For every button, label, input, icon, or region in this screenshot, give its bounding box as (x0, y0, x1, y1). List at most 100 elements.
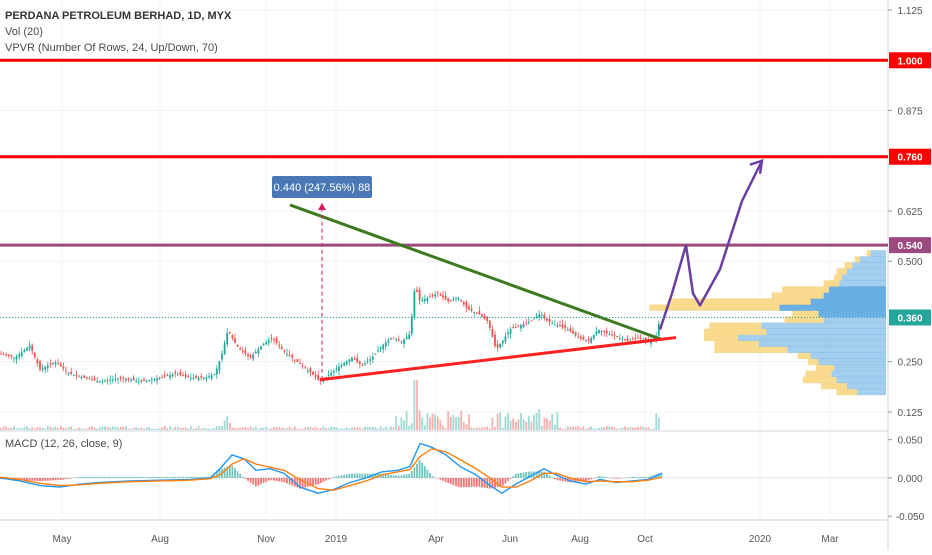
candle-body-96 (250, 356, 252, 358)
volume-bar-205 (533, 415, 535, 430)
vp-up-3 (831, 371, 886, 377)
volume-bar-148 (385, 427, 387, 430)
candle-body-246 (640, 338, 642, 339)
candle-body-112 (291, 355, 293, 358)
candle-body-9 (24, 350, 26, 352)
macd-hist-31 (81, 477, 83, 478)
volume-bar-163 (424, 425, 426, 430)
candle-body-90 (234, 338, 236, 343)
volume-bar-71 (185, 427, 187, 430)
volume-bar-41 (107, 427, 109, 430)
volume-bar-157 (408, 426, 410, 430)
macd-hist-116 (302, 478, 304, 488)
candle-body-233 (606, 331, 608, 333)
volume-bar-75 (195, 428, 197, 430)
y-tick-3: 0.760 (897, 153, 922, 164)
volume-bar-161 (419, 410, 421, 430)
candle-body-11 (29, 346, 31, 349)
macd-hist-151 (393, 475, 395, 478)
y-tick-9: 0.125 (897, 408, 922, 419)
macd-hist-162 (421, 463, 423, 478)
volume-bar-20 (52, 428, 54, 430)
macd-hist-183 (476, 478, 478, 487)
candle-body-128 (333, 371, 335, 373)
volume-bar-162 (421, 418, 423, 430)
macd-hist-138 (359, 474, 361, 478)
candle-body-189 (492, 329, 494, 337)
macd-hist-40 (104, 477, 106, 478)
volume-bar-57 (148, 427, 150, 430)
volume-bar-111 (289, 427, 291, 430)
macd-hist-161 (419, 460, 421, 478)
macd-hist-242 (629, 477, 631, 478)
y-tick-0: 1.125 (897, 6, 922, 17)
candle-body-235 (611, 334, 613, 335)
candle-body-212 (551, 323, 553, 324)
macd-hist-69 (180, 477, 182, 478)
candle-body-159 (414, 291, 416, 318)
candle-body-22 (57, 363, 59, 364)
candle-body-114 (297, 359, 299, 362)
volume-bar-184 (479, 428, 481, 430)
macd-hist-105 (273, 478, 275, 481)
volume-bar-154 (401, 418, 403, 430)
macd-hist-131 (341, 475, 343, 478)
macd-hist-168 (437, 478, 439, 479)
volume-bar-118 (307, 427, 309, 430)
volume-bar-173 (450, 417, 452, 430)
candle-body-26 (68, 373, 70, 374)
candle-body-153 (398, 339, 400, 340)
candle-body-93 (242, 351, 244, 352)
vp-up-4 (834, 365, 886, 371)
macd-hist-171 (445, 478, 447, 482)
volume-bar-48 (125, 426, 127, 430)
macd-hist-59 (154, 477, 156, 478)
candle-body-8 (21, 352, 23, 356)
macd-hist-50 (130, 477, 132, 478)
volume-bar-237 (616, 428, 618, 430)
x-tick-4: Apr (428, 534, 444, 545)
candle-body-95 (247, 354, 249, 356)
volume-bar-165 (429, 417, 431, 430)
candle-body-130 (338, 367, 340, 371)
vp-up-2 (837, 377, 886, 383)
volume-bar-21 (55, 427, 57, 430)
candle-body-119 (310, 368, 312, 372)
volume-bar-128 (333, 427, 335, 430)
macd-hist-94 (245, 478, 247, 479)
volume-bar-112 (291, 429, 293, 430)
candle-body-199 (518, 325, 520, 326)
vp-up-8 (759, 341, 886, 347)
volume-bar-180 (468, 414, 470, 430)
candle-body-75 (195, 376, 197, 378)
candle-body-139 (362, 365, 364, 366)
candle-body-10 (26, 348, 28, 351)
vp-up-0 (857, 389, 886, 395)
y-tick-6: 0.500 (897, 257, 922, 268)
candle-body-31 (81, 377, 83, 378)
candle-body-33 (86, 377, 88, 378)
candle-body-166 (432, 295, 434, 296)
macd-hist-127 (330, 478, 332, 479)
volume-bar-188 (489, 429, 491, 430)
volume-bar-223 (580, 428, 582, 430)
vp-down-1 (821, 383, 847, 389)
candle-body-61 (159, 378, 161, 379)
volume-bar-45 (117, 427, 119, 430)
macd-hist-46 (120, 477, 122, 478)
macd-hist-248 (645, 477, 647, 478)
candle-body-45 (117, 378, 119, 379)
volume-bar-231 (601, 427, 603, 430)
macd-hist-130 (338, 476, 340, 478)
volume-bar-245 (637, 427, 639, 430)
volume-bar-93 (242, 427, 244, 430)
macd-hist-51 (133, 477, 135, 478)
volume-bar-185 (481, 428, 483, 430)
macd-hist-74 (193, 477, 195, 478)
volume-bar-158 (411, 423, 413, 430)
macd-hist-199 (518, 473, 520, 478)
macd-hist-159 (414, 467, 416, 477)
vp-down-22 (855, 256, 860, 262)
volume-bar-151 (393, 427, 395, 430)
